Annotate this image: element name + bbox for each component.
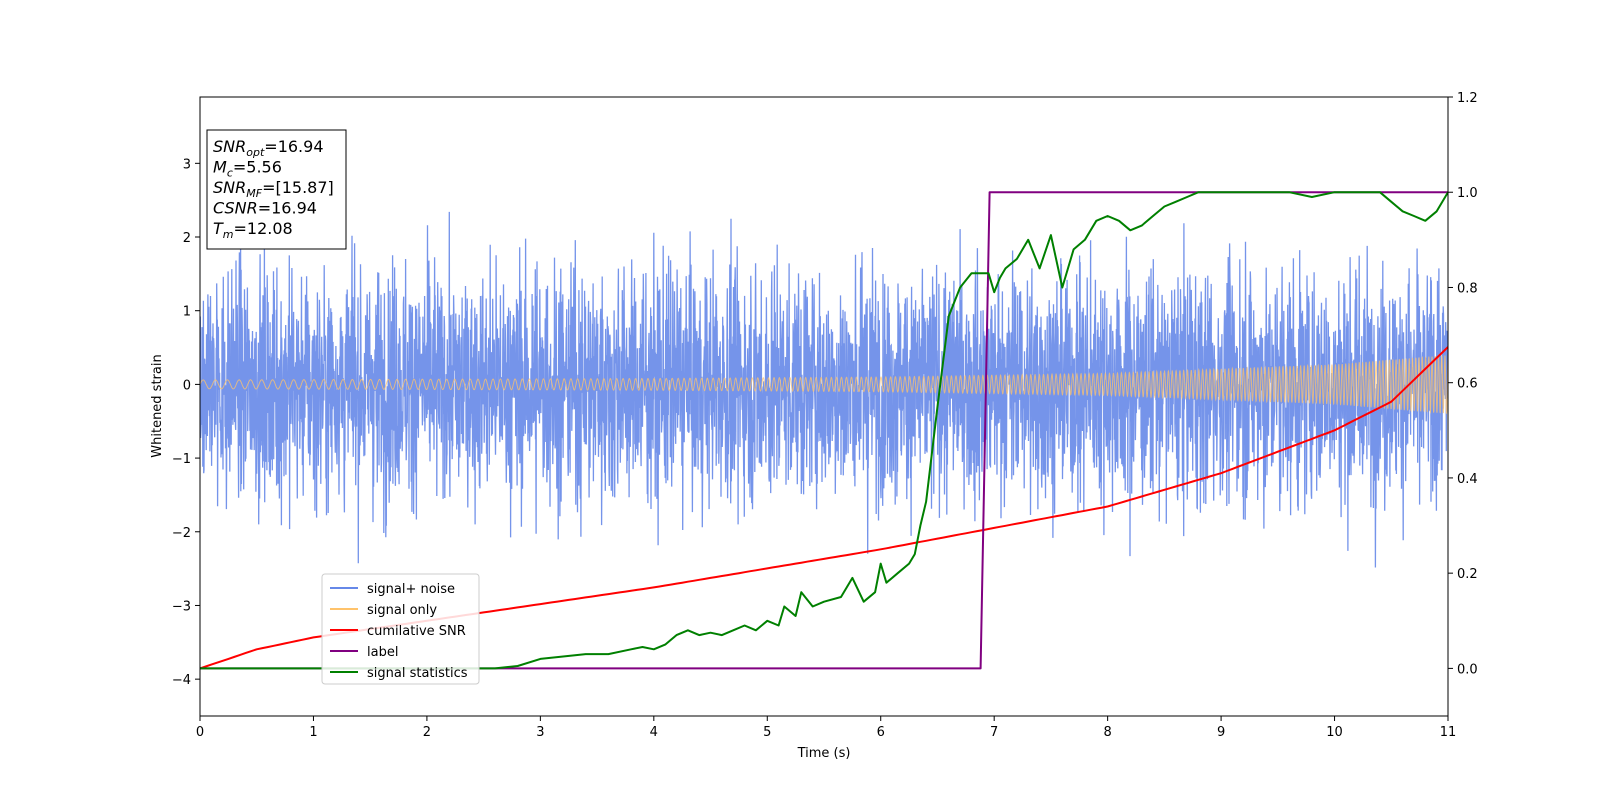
info-row: SNRMF=[15.87] bbox=[213, 178, 334, 200]
y-tick-label: −3 bbox=[172, 599, 191, 614]
x-tick-label: 11 bbox=[1440, 725, 1457, 740]
y-tick-label: 1 bbox=[183, 305, 191, 320]
y-tick-label: 0 bbox=[183, 378, 191, 393]
info-row-name: T bbox=[213, 219, 224, 238]
legend-entry: cumilative SNR bbox=[367, 624, 466, 639]
x-axis-label: Time (s) bbox=[797, 746, 851, 761]
plot-frame bbox=[199, 96, 1449, 717]
legend-entry: label bbox=[367, 645, 398, 660]
info-row-name: SNR bbox=[213, 178, 246, 197]
x-tick-label: 2 bbox=[423, 725, 431, 740]
y-tick-label: −1 bbox=[172, 452, 191, 467]
y-tick-label: −2 bbox=[172, 526, 191, 541]
info-box-frame bbox=[206, 129, 347, 250]
x-tick-label: 10 bbox=[1326, 725, 1343, 740]
info-row-value: =5.56 bbox=[233, 158, 282, 177]
legend-entry: signal+ noise bbox=[367, 582, 455, 597]
signal-noise-line bbox=[200, 211, 1448, 568]
signal-only-line bbox=[200, 354, 1448, 414]
y-tick-label: 3 bbox=[183, 157, 191, 172]
legend-frame bbox=[321, 573, 480, 685]
legend-entry: signal statistics bbox=[367, 666, 468, 681]
info-box: SNRopt=16.94Mc=5.56SNRMF=[15.87]CSNR=16.… bbox=[206, 129, 347, 250]
info-row-sub: m bbox=[223, 228, 234, 241]
x-tick-label: 0 bbox=[196, 725, 204, 740]
y2-tick-label: 0.0 bbox=[1457, 662, 1478, 677]
y-axis-label: Whitened strain bbox=[150, 354, 165, 457]
info-row-name: CSNR bbox=[213, 199, 258, 218]
series-signal-only bbox=[200, 354, 1448, 414]
info-row-sub: opt bbox=[246, 146, 265, 159]
y2-tick-label: 1.2 bbox=[1457, 91, 1478, 106]
y2-tick-label: 0.4 bbox=[1457, 472, 1478, 487]
series-signal-statistics bbox=[200, 191, 1448, 670]
y-axis-right: 0.0 0.2 0.4 0.6 0.8 1.0 1.2 bbox=[1448, 91, 1478, 677]
x-tick-label: 8 bbox=[1103, 725, 1111, 740]
x-axis: 0 1 2 3 4 5 6 7 8 9 10 11 bbox=[196, 716, 1456, 740]
y2-tick-label: 0.8 bbox=[1457, 281, 1478, 296]
info-row-value: =16.94 bbox=[264, 137, 323, 156]
y-tick-label: −4 bbox=[172, 673, 191, 688]
info-row: SNRopt=16.94 bbox=[213, 137, 324, 159]
stats-line bbox=[200, 191, 1448, 670]
info-row-sub: MF bbox=[246, 187, 262, 200]
y2-tick-label: 0.6 bbox=[1457, 377, 1478, 392]
info-row-name: M bbox=[213, 158, 227, 177]
x-tick-label: 9 bbox=[1217, 725, 1225, 740]
info-row: CSNR=16.94 bbox=[213, 199, 317, 218]
info-row-value: =16.94 bbox=[258, 199, 317, 218]
info-row-sub: c bbox=[227, 167, 233, 180]
y-tick-label: 2 bbox=[183, 231, 191, 246]
x-tick-label: 5 bbox=[763, 725, 771, 740]
x-tick-label: 7 bbox=[990, 725, 998, 740]
info-row-name: SNR bbox=[213, 137, 246, 156]
info-row: Tm=12.08 bbox=[213, 219, 293, 241]
legend-entry: signal only bbox=[367, 603, 437, 618]
info-row-value: =12.08 bbox=[234, 219, 293, 238]
series-signal-noise bbox=[200, 211, 1448, 568]
x-tick-label: 1 bbox=[309, 725, 317, 740]
info-row: Mc=5.56 bbox=[213, 158, 282, 180]
y2-tick-label: 1.0 bbox=[1457, 186, 1478, 201]
x-tick-label: 6 bbox=[877, 725, 885, 740]
y-axis-left: −4 −3 −2 −1 0 1 2 3 bbox=[172, 157, 200, 688]
y2-tick-label: 0.2 bbox=[1457, 567, 1478, 582]
legend: signal+ noise signal only cumilative SNR la… bbox=[321, 573, 480, 685]
x-tick-label: 3 bbox=[536, 725, 544, 740]
info-row-value: =[15.87] bbox=[262, 178, 334, 197]
x-tick-label: 4 bbox=[650, 725, 658, 740]
